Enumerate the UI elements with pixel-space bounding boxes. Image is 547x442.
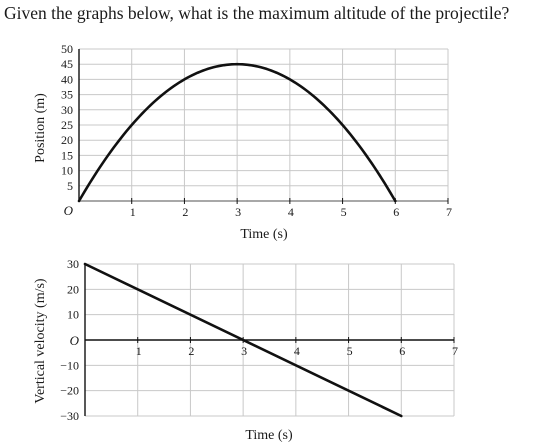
velocity-y-tick-label-3: −10: [60, 358, 79, 372]
position-y-tick-label-1: 10: [61, 164, 73, 178]
position-x-tick-label-2: 2: [182, 205, 188, 219]
position-y-tick-label-6: 35: [61, 88, 73, 102]
velocity-y-tick-label-4: −20: [60, 384, 79, 398]
position-y-axis-label: Position (m): [33, 93, 48, 163]
velocity-x-tick-label-2: 2: [188, 344, 194, 358]
question-text: Given the graphs below, what is the maxi…: [4, 3, 510, 23]
velocity-y-axis-label: Vertical velocity (m/s): [33, 278, 48, 404]
velocity-y-tick-label-2: 10: [67, 308, 79, 322]
position-y-tick-label-9: 50: [61, 42, 73, 56]
position-y-tick-label-2: 15: [61, 148, 73, 162]
position-time-chart: Position (m) Time (s) 1 2 3 4 5 6 751015202530…: [33, 42, 452, 242]
velocity-y-tick-label-5: −30: [60, 409, 79, 423]
position-y-tick-label-7: 40: [61, 72, 73, 86]
velocity-x-tick-label-6: 6: [399, 344, 405, 358]
position-y-tick-label-0: 5: [67, 179, 73, 193]
velocity-y-tick-label-0: 30: [67, 257, 79, 271]
velocity-x-tick-label-5: 5: [347, 344, 353, 358]
velocity-x-axis-label: Time (s): [245, 428, 293, 442]
position-origin-label: O: [64, 203, 74, 218]
velocity-y-tick-label-1: 20: [67, 282, 79, 296]
position-y-tick-label-8: 45: [61, 57, 73, 71]
position-x-tick-label-4: 4: [288, 205, 294, 219]
position-series-line-0: [77, 62, 397, 203]
velocity-x-tick-label-4: 4: [294, 344, 300, 358]
position-y-tick-label-4: 25: [61, 118, 73, 132]
position-x-tick-label-7: 7: [446, 205, 452, 219]
velocity-x-tick-label-7: 7: [452, 344, 458, 358]
position-x-tick-label-6: 6: [393, 205, 399, 219]
position-y-tick-label-3: 20: [61, 133, 73, 147]
position-y-tick-label-5: 30: [61, 103, 73, 117]
position-x-tick-label-5: 5: [341, 205, 347, 219]
velocity-origin-label: O: [70, 333, 80, 348]
position-x-tick-label-3: 3: [235, 205, 241, 219]
velocity-series-line-0: [83, 262, 403, 418]
velocity-x-tick-label-1: 1: [136, 344, 142, 358]
position-x-tick-label-1: 1: [130, 205, 136, 219]
velocity-x-tick-label-3: 3: [241, 344, 247, 358]
position-x-axis-label: Time (s): [240, 227, 288, 242]
